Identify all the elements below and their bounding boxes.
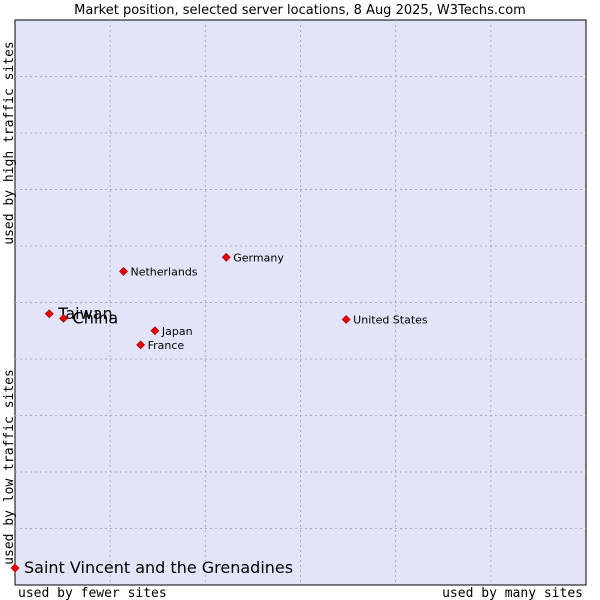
data-point-label: Taiwan [57,304,112,323]
data-point: France [136,339,185,352]
data-point: Saint Vincent and the Grenadines [10,558,293,577]
data-point-marker [119,267,128,276]
data-point: Germany [221,251,284,264]
data-point-marker [136,340,146,350]
data-point: United States [341,313,428,326]
data-points: United States Germany Netherlands TaiwanChi… [10,251,428,577]
grid-lines [15,20,586,585]
data-point-marker [150,326,160,336]
data-point: Japan [150,325,193,338]
x-axis-label-high: used by many sites [442,586,583,600]
x-axis-label-low: used by fewer sites [18,586,167,600]
data-point: China [59,308,119,327]
data-point-label: Germany [233,251,284,264]
data-point-marker [59,313,68,323]
data-point: Taiwan [44,304,113,323]
data-point-label: France [148,339,185,352]
data-point-marker [221,252,231,262]
data-point-label: Saint Vincent and the Grenadines [24,558,293,577]
data-point-label: United States [353,313,428,326]
data-point: Netherlands [119,265,198,278]
y-axis-label-low: used by low traffic sites [2,369,17,565]
y-axis-label-high: used by high traffic sites [2,41,17,245]
data-point-marker [44,309,54,319]
data-point-marker [341,315,351,324]
data-point-label: Netherlands [130,265,197,278]
data-point-marker [10,563,20,573]
data-point-label: Japan [161,325,193,338]
data-point-label: China [73,308,119,327]
chart-title: Market position, selected server locatio… [74,3,526,18]
